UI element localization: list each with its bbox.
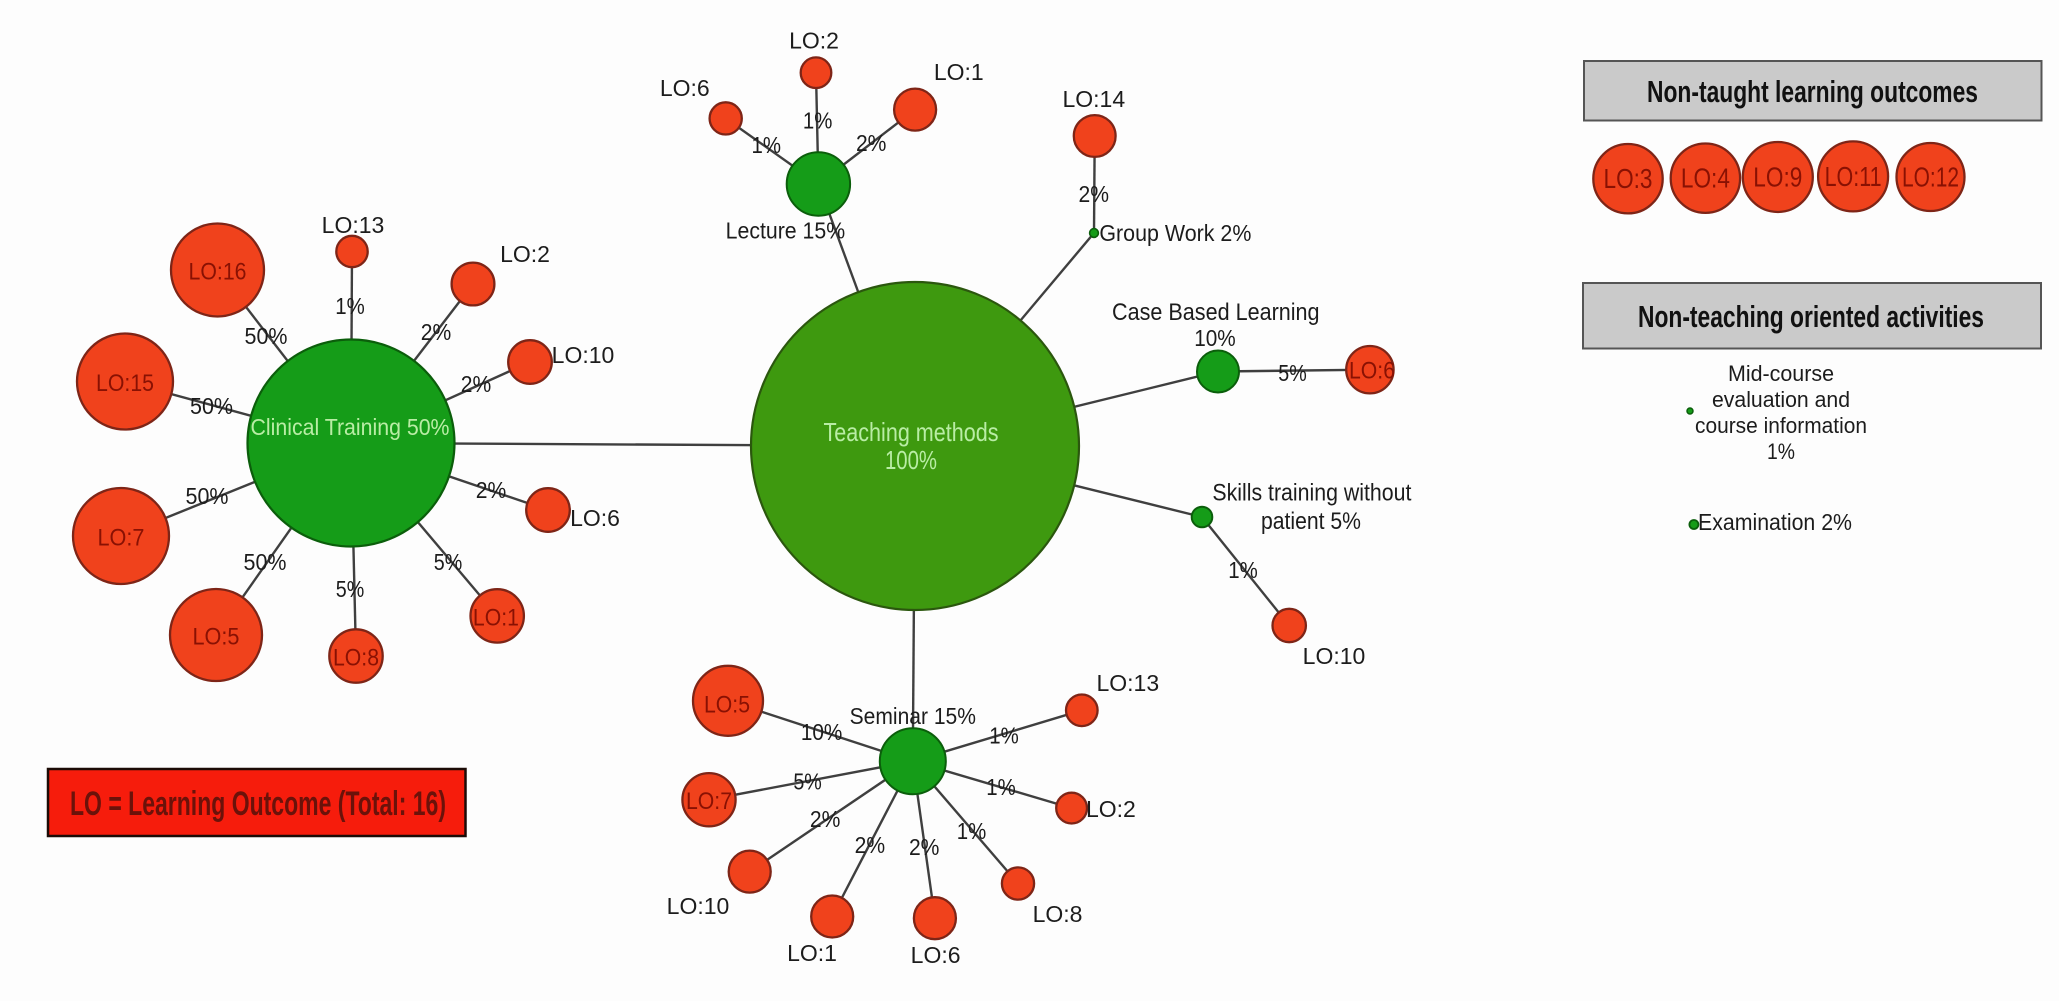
- svg-text:LO = Learning Outcome (Total:: LO = Learning Outcome (Total: 16): [70, 785, 446, 823]
- svg-text:LO:15: LO:15: [96, 370, 154, 397]
- svg-text:LO:13: LO:13: [1096, 670, 1159, 696]
- svg-text:LO:1: LO:1: [473, 605, 519, 632]
- svg-text:50%: 50%: [245, 323, 288, 349]
- svg-text:LO:9: LO:9: [1753, 162, 1802, 193]
- svg-text:LO:10: LO:10: [667, 893, 730, 919]
- svg-text:100%: 100%: [885, 445, 937, 475]
- svg-text:5%: 5%: [336, 576, 365, 602]
- svg-text:course information: course information: [1695, 413, 1867, 438]
- svg-text:LO:14: LO:14: [1062, 86, 1125, 112]
- svg-text:2%: 2%: [421, 319, 452, 345]
- svg-text:1%: 1%: [957, 818, 987, 844]
- svg-text:1%: 1%: [1767, 439, 1795, 464]
- svg-text:patient 5%: patient 5%: [1261, 508, 1361, 535]
- svg-text:LO:6: LO:6: [1349, 358, 1395, 385]
- svg-text:LO:2: LO:2: [789, 28, 839, 54]
- svg-text:1%: 1%: [803, 108, 833, 134]
- svg-text:50%: 50%: [186, 483, 229, 509]
- svg-text:1%: 1%: [986, 774, 1016, 800]
- svg-text:Non-teaching oriented activiti: Non-teaching oriented activities: [1638, 299, 1984, 334]
- svg-text:LO:6: LO:6: [660, 75, 710, 101]
- svg-text:Clinical Training 50%: Clinical Training 50%: [251, 414, 450, 440]
- svg-text:2%: 2%: [476, 477, 507, 503]
- svg-text:Case Based Learning: Case Based Learning: [1112, 299, 1320, 326]
- svg-text:evaluation and: evaluation and: [1712, 387, 1850, 412]
- svg-text:LO:12: LO:12: [1902, 162, 1959, 193]
- svg-text:1%: 1%: [752, 132, 782, 158]
- svg-text:LO:7: LO:7: [98, 525, 145, 552]
- svg-text:1%: 1%: [989, 723, 1019, 749]
- svg-text:Skills training without: Skills training without: [1212, 480, 1411, 507]
- svg-text:5%: 5%: [1278, 360, 1307, 386]
- svg-text:LO:1: LO:1: [787, 940, 837, 966]
- svg-text:LO:5: LO:5: [704, 691, 750, 718]
- svg-text:LO:10: LO:10: [1303, 643, 1366, 669]
- svg-text:LO:8: LO:8: [1033, 901, 1083, 927]
- svg-text:50%: 50%: [244, 549, 287, 575]
- svg-text:Non-taught learning outcomes: Non-taught learning outcomes: [1647, 74, 1978, 109]
- svg-text:LO:1: LO:1: [934, 59, 984, 85]
- svg-text:1%: 1%: [335, 293, 365, 319]
- svg-text:2%: 2%: [810, 806, 841, 832]
- svg-text:LO:6: LO:6: [570, 505, 620, 531]
- svg-text:LO:2: LO:2: [1086, 796, 1136, 822]
- svg-text:5%: 5%: [793, 769, 822, 795]
- svg-text:Group Work 2%: Group Work 2%: [1099, 220, 1251, 246]
- svg-text:2%: 2%: [909, 834, 940, 860]
- svg-text:Examination 2%: Examination 2%: [1698, 509, 1852, 535]
- svg-text:LO:5: LO:5: [193, 624, 240, 651]
- svg-text:10%: 10%: [801, 719, 843, 745]
- svg-text:LO:8: LO:8: [333, 645, 379, 672]
- svg-text:50%: 50%: [190, 393, 233, 419]
- svg-text:Mid-course: Mid-course: [1728, 361, 1834, 386]
- svg-text:Teaching methods: Teaching methods: [824, 417, 999, 447]
- svg-text:2%: 2%: [855, 832, 886, 858]
- svg-text:LO:11: LO:11: [1825, 161, 1882, 192]
- svg-text:1%: 1%: [1228, 557, 1258, 583]
- svg-text:LO:10: LO:10: [552, 342, 615, 368]
- svg-text:LO:7: LO:7: [686, 788, 732, 815]
- svg-text:LO:16: LO:16: [189, 259, 247, 286]
- svg-text:LO:2: LO:2: [500, 241, 550, 267]
- svg-text:LO:4: LO:4: [1681, 163, 1730, 194]
- svg-text:2%: 2%: [1079, 181, 1110, 207]
- svg-text:5%: 5%: [434, 549, 463, 575]
- svg-text:LO:13: LO:13: [322, 212, 385, 238]
- svg-text:Seminar 15%: Seminar 15%: [850, 703, 976, 729]
- svg-text:2%: 2%: [461, 371, 492, 397]
- svg-text:LO:6: LO:6: [911, 942, 961, 968]
- svg-text:2%: 2%: [856, 130, 887, 156]
- svg-text:Lecture 15%: Lecture 15%: [726, 218, 846, 244]
- svg-text:LO:3: LO:3: [1604, 163, 1653, 194]
- svg-text:10%: 10%: [1194, 325, 1236, 351]
